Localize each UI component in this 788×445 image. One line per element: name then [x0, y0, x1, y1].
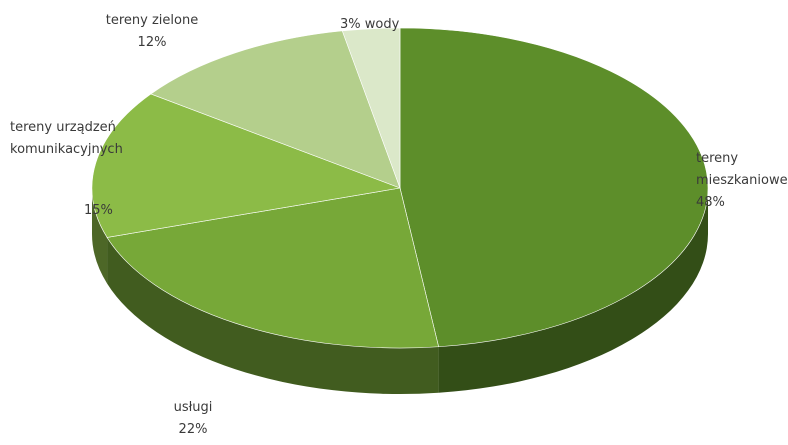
pie-label-line: mieszkaniowe: [696, 173, 788, 188]
pie-slice-tereny-urz-dze-komunikacyjnych: [91, 93, 402, 238]
pie-slice-wody: [341, 27, 401, 189]
pie-side-walls: [92, 188, 708, 394]
pie-label-line: 48%: [696, 195, 725, 210]
pie-label-line: tereny: [696, 151, 738, 166]
pie-side-us-ugi: [107, 237, 439, 394]
pie-label-line: 12%: [138, 35, 167, 50]
pie-slices: [91, 27, 709, 349]
pie-labels: tereny mieszkaniowe 48% usługi 22% tereny urz…: [10, 13, 788, 437]
pie-slice-tereny-zielone: [150, 30, 401, 189]
pie-slice-tereny-mieszkaniowe: [399, 27, 709, 348]
pie-label-line: tereny urządzeń: [10, 120, 116, 135]
pie-side-tereny-urz-dze-komunikacyjnych: [92, 188, 108, 284]
pie-label-line: 15%: [84, 203, 113, 218]
pie-label-line: usługi: [174, 400, 213, 415]
pie-label-tereny-mieszkaniowe: tereny mieszkaniowe 48%: [696, 151, 788, 210]
pie-label-line: komunikacyjnych: [10, 142, 123, 157]
pie-slice-us-ugi: [106, 187, 439, 349]
pie-label-tereny-zielone: tereny zielone 12%: [106, 13, 198, 50]
pie-side-tereny-mieszkaniowe: [438, 188, 708, 393]
pie-label-us-ugi: usługi 22%: [174, 400, 213, 437]
pie-label-line: 22%: [179, 422, 208, 437]
pie-label-line: 3% wody: [340, 17, 400, 32]
pie-label-tereny-urz-dze-komunikacyjnych: tereny urządzeń komunikacyjnych 15%: [10, 120, 123, 218]
pie-label-wody: 3% wody: [340, 17, 400, 32]
pie-label-line: tereny zielone: [106, 13, 198, 28]
